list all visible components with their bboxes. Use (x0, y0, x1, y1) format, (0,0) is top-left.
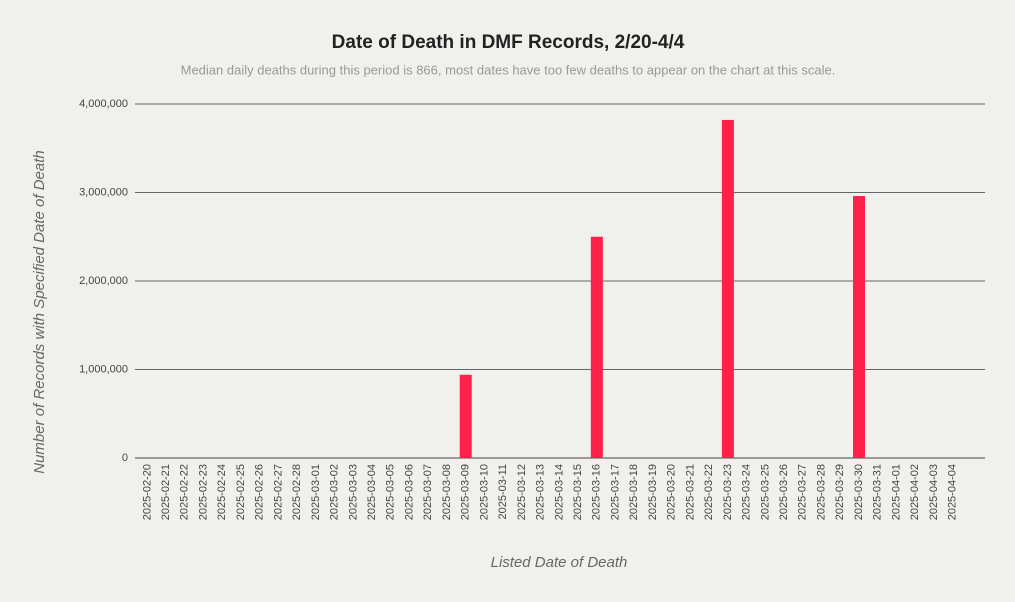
x-tick-label: 2025-03-25 (759, 464, 771, 520)
y-tick-label: 3,000,000 (79, 186, 128, 198)
x-tick-label: 2025-03-15 (572, 464, 584, 520)
x-tick-label: 2025-03-11 (497, 464, 509, 519)
x-tick-label: 2025-02-28 (291, 464, 303, 520)
bar (853, 196, 865, 459)
x-tick-label: 2025-02-22 (179, 464, 191, 520)
bar (459, 374, 472, 458)
x-tick-label: 2025-03-16 (591, 464, 603, 520)
y-tick-label: 1,000,000 (79, 363, 128, 375)
x-tick-label: 2025-02-27 (272, 464, 284, 520)
x-tick-label: 2025-03-24 (741, 464, 753, 520)
x-tick-label: 2025-03-20 (666, 464, 678, 520)
x-tick-label: 2025-03-06 (403, 464, 415, 520)
x-tick-label: 2025-03-26 (778, 464, 790, 520)
x-axis-title: Listed Date of Death (491, 554, 628, 571)
x-tick-label: 2025-03-19 (647, 464, 659, 520)
x-tick-label: 2025-03-17 (609, 464, 621, 520)
x-tick-label: 2025-03-27 (797, 464, 809, 520)
x-tick-label: 2025-02-21 (160, 464, 172, 520)
x-tick-label: 2025-04-03 (928, 464, 940, 520)
y-tick-label: 4,000,000 (79, 98, 128, 110)
x-tick-label: 2025-03-21 (684, 464, 696, 520)
x-tick-label: 2025-03-18 (628, 464, 640, 520)
x-tick-label: 2025-03-12 (516, 464, 528, 520)
x-tick-label: 2025-03-08 (441, 464, 453, 520)
x-tick-label: 2025-03-01 (310, 464, 322, 520)
x-tick-label: 2025-03-28 (815, 464, 827, 520)
x-tick-label: 2025-03-13 (535, 464, 547, 520)
x-tick-label: 2025-03-29 (834, 464, 846, 520)
x-tick-label: 2025-03-14 (553, 464, 565, 520)
x-tick-label: 2025-03-23 (722, 464, 734, 520)
x-tick-label: 2025-04-04 (947, 464, 959, 520)
x-tick-label: 2025-02-26 (254, 464, 266, 520)
y-tick-label: 0 (122, 452, 128, 464)
x-tick-label: 2025-04-02 (909, 464, 921, 520)
x-tick-label: 2025-03-07 (422, 464, 434, 520)
x-tick-label: 2025-02-23 (197, 464, 209, 520)
x-tick-label: 2025-03-03 (347, 464, 359, 520)
x-tick-label: 2025-02-24 (216, 464, 228, 520)
bar (721, 119, 734, 459)
x-tick-label: 2025-03-05 (385, 464, 397, 520)
chart-title: Date of Death in DMF Records, 2/20-4/4 (332, 32, 685, 53)
x-tick-label: 2025-03-22 (703, 464, 715, 520)
x-tick-label: 2025-02-20 (141, 464, 153, 520)
x-tick-label: 2025-03-04 (366, 464, 378, 520)
bar (590, 236, 603, 458)
x-tick-label: 2025-03-30 (853, 464, 865, 520)
x-tick-label: 2025-03-31 (872, 464, 884, 520)
x-tick-label: 2025-03-02 (329, 464, 341, 520)
x-tick-label: 2025-04-01 (890, 464, 902, 520)
x-tick-label: 2025-03-10 (478, 464, 490, 520)
y-axis-title: Number of Records with Specified Date of… (31, 150, 48, 474)
x-tick-label: 2025-03-09 (460, 464, 472, 520)
x-tick-label: 2025-02-25 (235, 464, 247, 520)
chart-subtitle: Median daily deaths during this period i… (181, 62, 836, 77)
y-tick-label: 2,000,000 (79, 275, 128, 287)
